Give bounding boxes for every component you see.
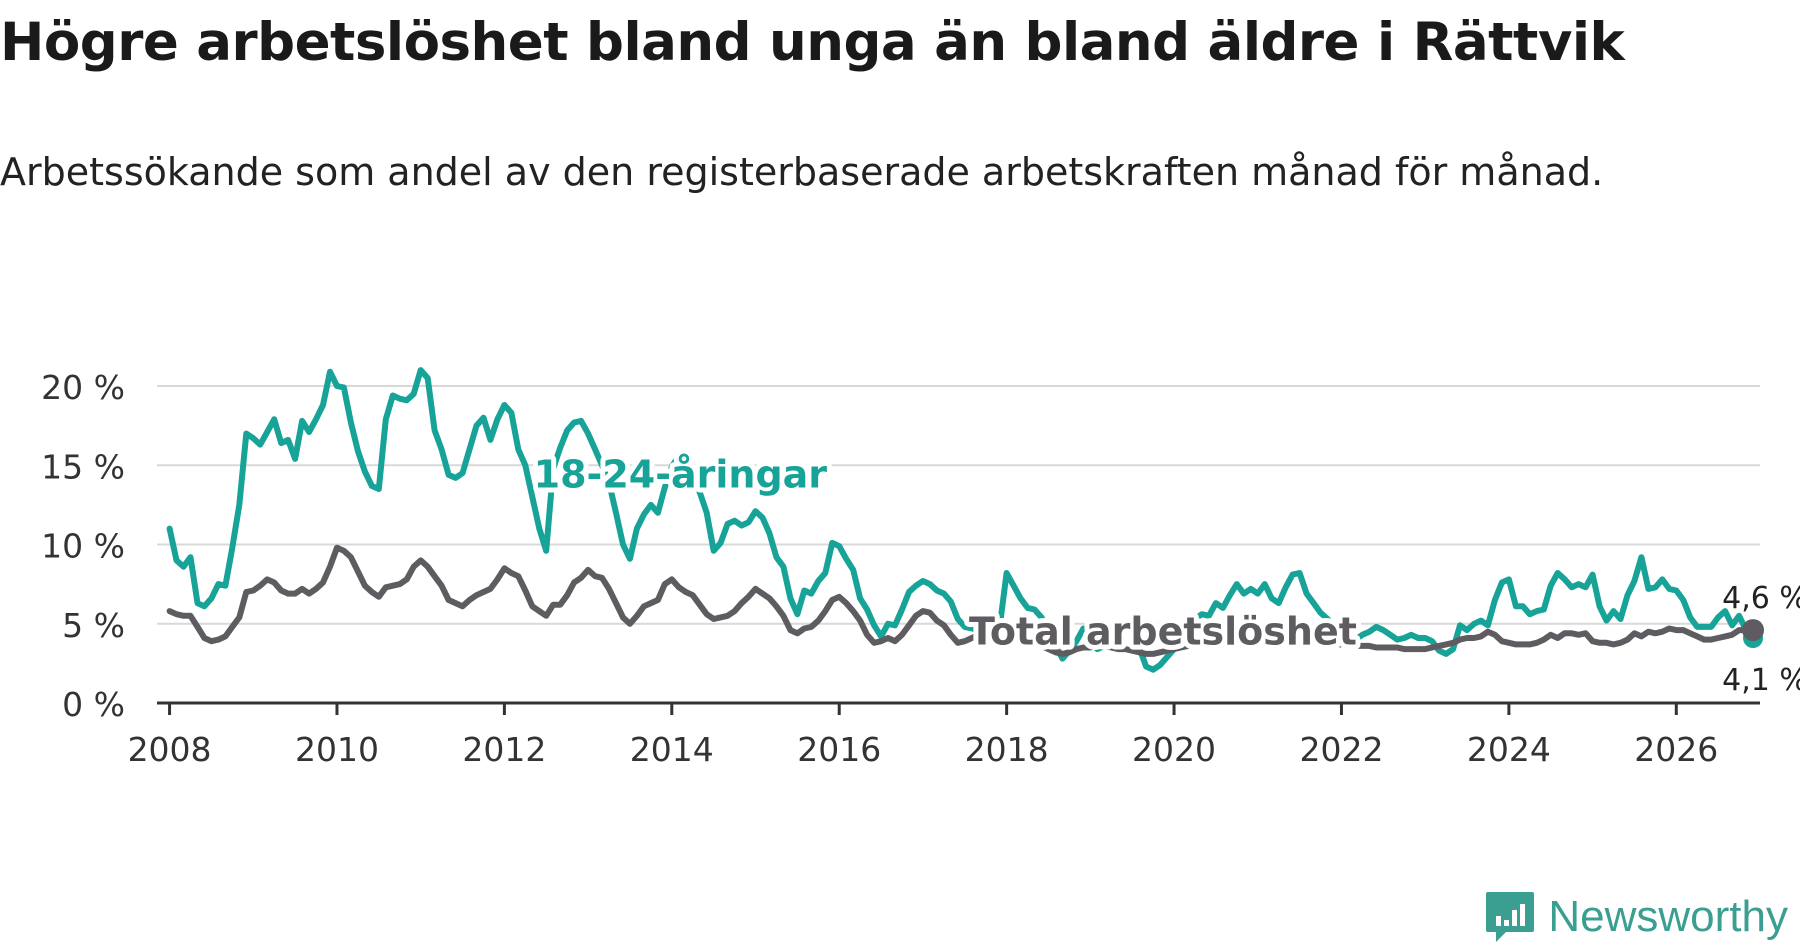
- end-label-total: 4,6 %: [1722, 581, 1800, 616]
- x-tick-label: 2020: [1132, 730, 1216, 769]
- x-tick-label: 2022: [1299, 730, 1383, 769]
- end-label-youth: 4,1 %: [1722, 663, 1800, 698]
- series-line-total: [166, 544, 1756, 657]
- x-tick-label: 2026: [1634, 730, 1718, 769]
- brand-name: Newsworthy: [1548, 892, 1788, 941]
- x-tick-label: 2010: [295, 730, 379, 769]
- x-tick-label: 2012: [462, 730, 546, 769]
- y-tick-label: 0 %: [62, 685, 125, 724]
- series-label-total: Total arbetslöshet: [969, 609, 1357, 653]
- y-tick-label: 5 %: [62, 606, 125, 645]
- y-tick-label: 20 %: [41, 368, 125, 407]
- series-line-youth: [166, 367, 1756, 673]
- brand-logo: Newsworthy: [1484, 886, 1788, 948]
- end-marker-total: [1742, 619, 1765, 642]
- x-tick-label: 2008: [128, 730, 212, 769]
- x-tick-label: 2014: [630, 730, 714, 769]
- y-tick-label: 10 %: [41, 527, 125, 566]
- chart-logo-icon: [1486, 892, 1535, 942]
- series-label-youth: 18-24-åringar: [534, 452, 828, 496]
- x-tick-label: 2024: [1467, 730, 1551, 769]
- chart-title: Högre arbetslöshet bland unga än bland ä…: [0, 12, 1625, 73]
- y-tick-label: 15 %: [41, 447, 125, 486]
- x-tick-label: 2016: [797, 730, 881, 769]
- x-tick-label: 2018: [965, 730, 1049, 769]
- chart-subtitle: Arbetssökande som andel av den registerb…: [0, 150, 1604, 194]
